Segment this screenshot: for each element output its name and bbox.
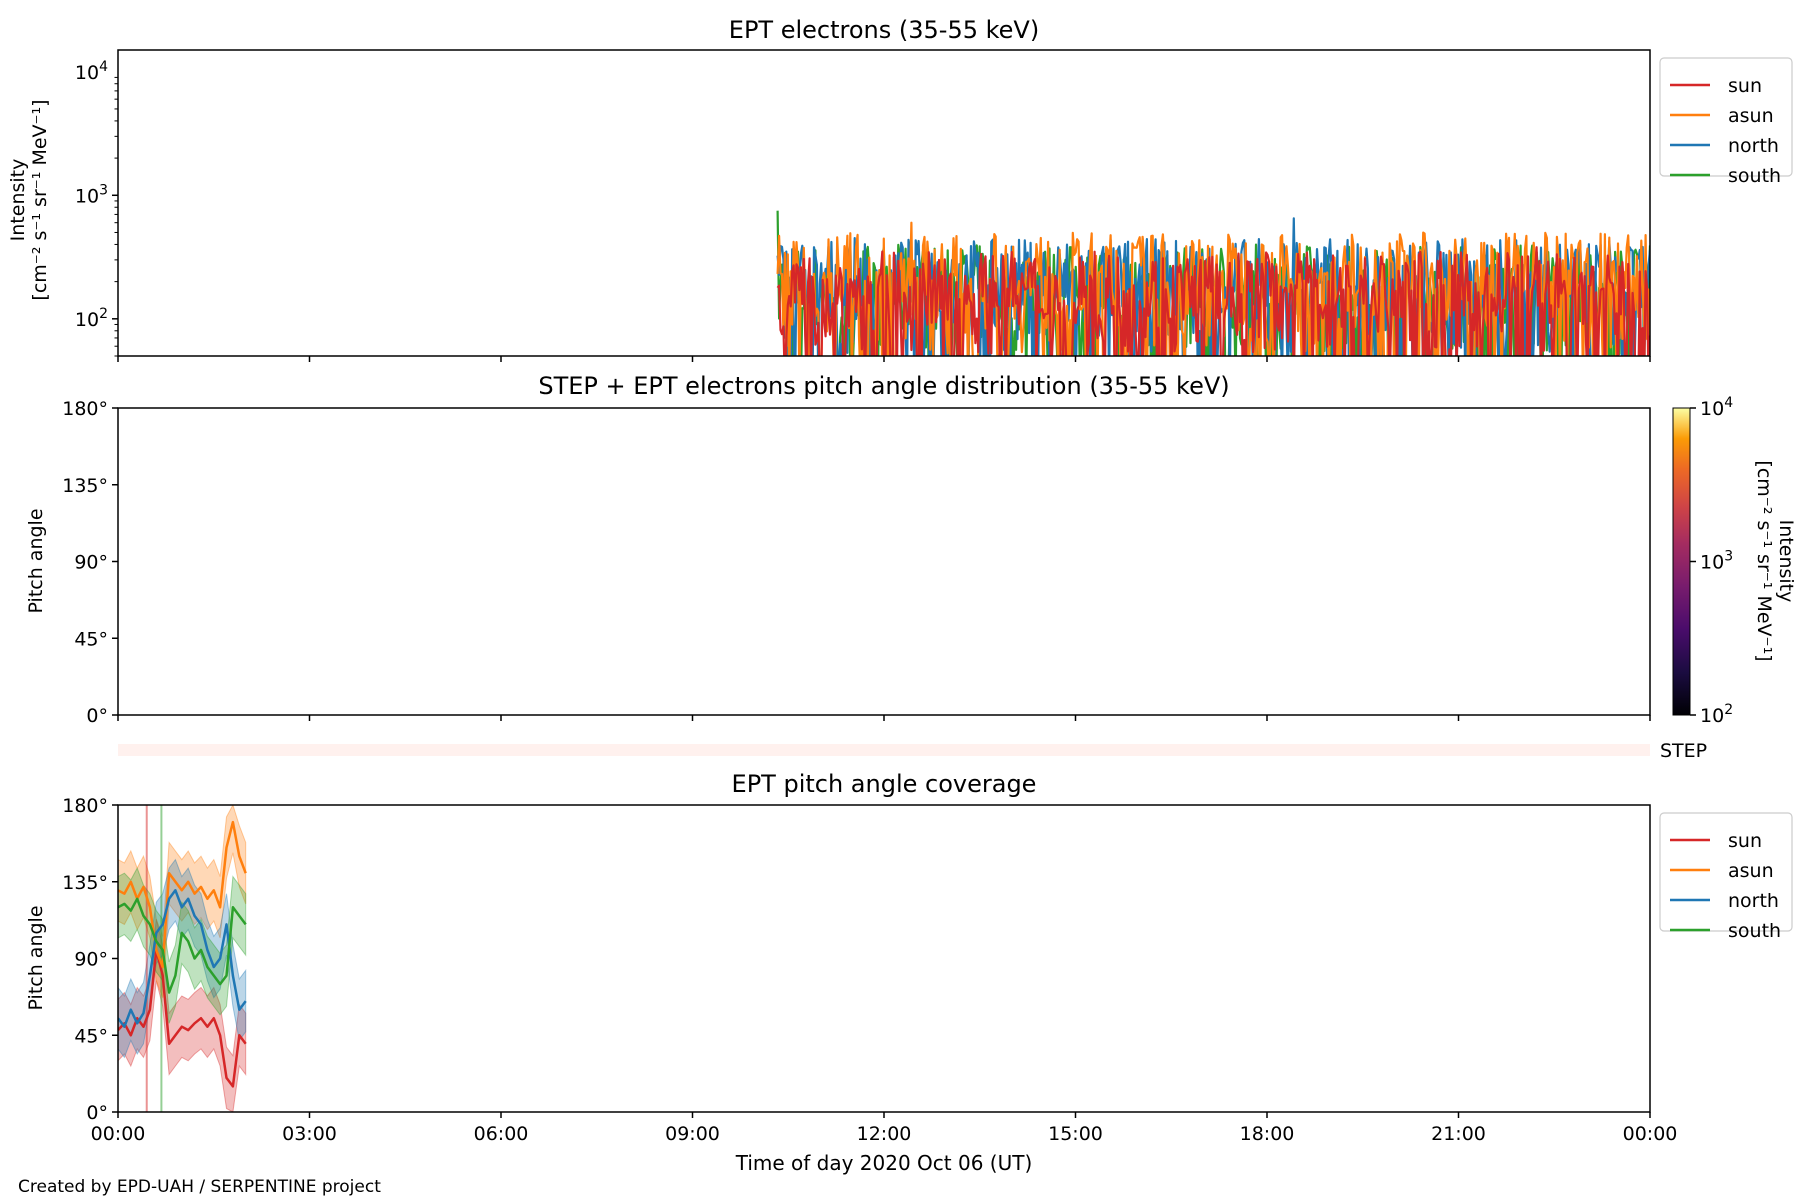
panel1-ylabel-line2: [cm⁻² s⁻¹ sr⁻¹ MeV⁻¹] [29,99,51,300]
y-tick-label: 104 [75,59,108,84]
panel1-legend-label-asun: asun [1728,105,1774,127]
y-tick-label: 103 [75,182,108,207]
y-tick-label: 90° [74,949,108,971]
series-line-sun [776,246,1650,356]
x-tick-label: 06:00 [474,1123,529,1145]
series-line-north [118,889,247,1028]
panel1-legend-label-sun: sun [1728,75,1762,97]
panel1-plot-area [776,210,1650,356]
band-sun [118,919,247,1112]
colorbar-tick-label: 104 [1700,395,1733,420]
y-tick-label: 0° [86,705,108,727]
panel3-legend-label-asun: asun [1728,860,1774,882]
panel3-title: EPT pitch angle coverage [732,770,1037,798]
panel3-axes: 00:00 03:00 06:00 09:00 12:00 15:00 18:00 21:00… [62,795,1677,1145]
colorbar-tick-label: 103 [1700,549,1733,574]
y-tick-label: 0° [86,1102,108,1124]
panel3-legend-label-south: south [1728,920,1781,942]
panel3-legend-label-sun: sun [1728,830,1762,852]
y-tick-label: 45° [74,1025,108,1047]
y-tick-label: 135° [62,475,108,497]
x-tick-label: 03:00 [282,1123,337,1145]
panel2-ylabel: Pitch angle [25,508,47,613]
panel3-plot-area [118,805,247,1112]
x-axis-label: Time of day 2020 Oct 06 (UT) [735,1151,1033,1175]
y-tick-label: 102 [75,306,108,331]
credit-text: Created by EPD-UAH / SERPENTINE project [18,1177,381,1197]
y-tick-label: 45° [74,628,108,650]
panel3-legend-label-north: north [1728,890,1779,912]
series-line-asun [776,221,1650,356]
x-tick-label: 00:00 [1623,1123,1678,1145]
panel1-legend-box [1659,57,1793,177]
colorbar-label-line2: [cm⁻² s⁻¹ sr⁻¹ MeV⁻¹] [1753,460,1775,661]
step-strip [118,744,1650,756]
y-tick-label: 180° [62,398,108,420]
panel3-ylabel: Pitch angle [25,905,47,1010]
panel1-ylabel: Intensity [cm⁻² s⁻¹ sr⁻¹ MeV⁻¹] [7,99,51,300]
panel1-axes: 102 103 104 [75,59,1651,362]
series-line-south [118,897,247,994]
x-tick-label: 12:00 [857,1123,912,1145]
panel3-frame [117,804,1651,1113]
panel1-ylabel-line1: Intensity [7,159,29,242]
panel2-axes: 0° 45° 90° 135° 180° [62,398,1651,727]
colorbar-label: Intensity [cm⁻² s⁻¹ sr⁻¹ MeV⁻¹] [1753,460,1797,661]
panel1-legend-label-north: north [1728,135,1779,157]
colorbar [1672,407,1691,716]
x-tick-label: 18:00 [1240,1123,1295,1145]
y-tick-label: 135° [62,872,108,894]
y-tick-label: 180° [62,795,108,817]
x-tick-label: 09:00 [665,1123,720,1145]
panel3-legend-box [1659,812,1793,932]
panel2-title: STEP + EPT electrons pitch angle distrib… [538,372,1229,400]
colorbar-tick-label: 102 [1700,702,1733,727]
panel1-legend: sun asun north south [1659,57,1793,187]
panel1-title: EPT electrons (35-55 keV) [729,16,1039,44]
x-tick-label: 00:00 [91,1123,146,1145]
panel2-frame [117,407,1651,716]
band-asun [118,805,247,998]
panel3-legend: sun asun north south [1659,812,1793,942]
panel1-legend-label-south: south [1728,165,1781,187]
colorbar-label-line1: Intensity [1775,520,1797,603]
colorbar-ticks: 102 103 104 [1690,395,1733,727]
x-tick-label: 21:00 [1431,1123,1486,1145]
step-strip-label: STEP [1660,740,1707,762]
series-line-asun [118,820,247,969]
y-tick-label: 90° [74,552,108,574]
x-tick-label: 15:00 [1048,1123,1103,1145]
